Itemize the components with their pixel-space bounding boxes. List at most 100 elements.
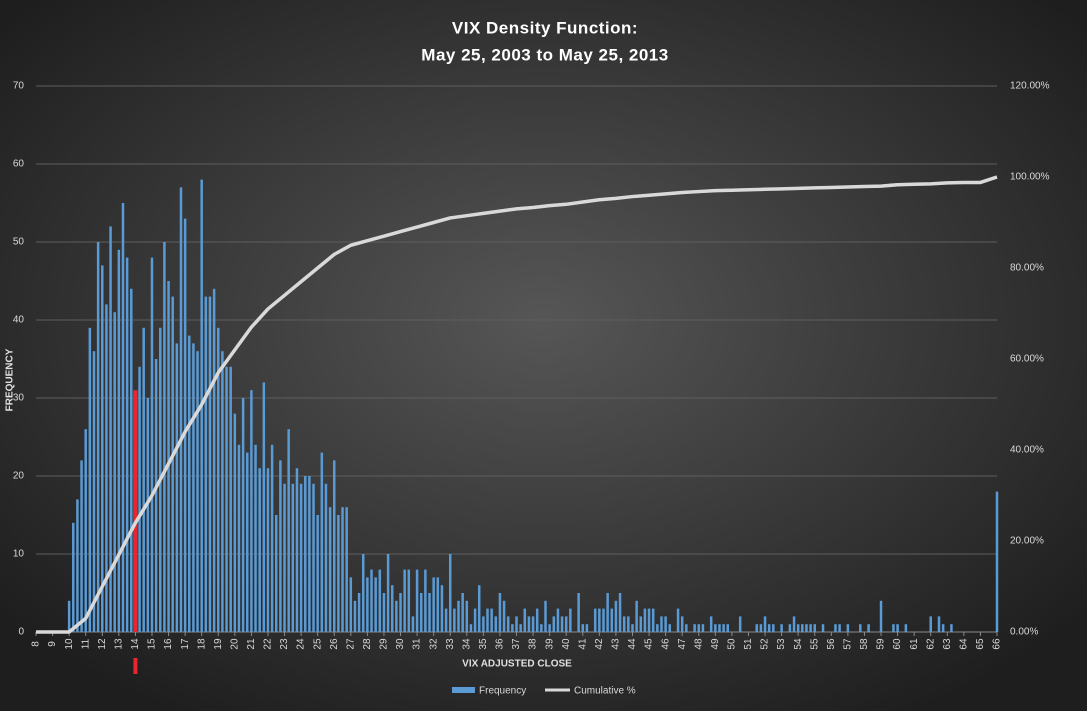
x-tick-label: 39: [544, 638, 555, 650]
x-tick-label: 40: [561, 638, 572, 650]
bar: [598, 608, 601, 632]
bar: [498, 593, 502, 632]
x-tick-label: 15: [147, 638, 158, 650]
x-tick-label: 16: [163, 638, 174, 650]
bar: [680, 616, 684, 632]
bar: [540, 624, 543, 632]
y-tick-label: 20: [13, 471, 25, 482]
x-tick-label: 25: [312, 638, 323, 650]
bar: [834, 624, 837, 632]
bar: [759, 624, 763, 632]
bar: [304, 476, 307, 632]
bar: [142, 327, 145, 632]
x-tick-label: 66: [992, 638, 1003, 650]
bar: [709, 616, 713, 632]
bar: [328, 507, 332, 632]
bar: [486, 608, 489, 632]
x-tick-label: 48: [693, 638, 704, 650]
bar: [892, 624, 895, 632]
x-tick-label: 10: [64, 638, 75, 650]
x-tick-label: 64: [959, 638, 970, 650]
bar: [270, 444, 274, 632]
bar: [113, 312, 116, 632]
bar: [175, 343, 179, 632]
cumulative-line: [36, 175, 998, 634]
bar: [896, 624, 899, 632]
x-tick-label: 24: [296, 638, 307, 650]
bar: [859, 624, 862, 632]
bar: [349, 577, 353, 632]
bar: [544, 600, 547, 632]
chart-subtitle: May 25, 2003 to May 25, 2013: [421, 45, 668, 64]
bar: [121, 203, 125, 632]
x-tick-label: 54: [793, 638, 804, 650]
bar: [105, 304, 108, 632]
bar: [196, 351, 199, 632]
bar: [622, 616, 626, 632]
bar: [324, 483, 328, 632]
y-tick-label: 30: [13, 393, 25, 404]
bar: [171, 296, 174, 632]
bar: [535, 608, 539, 632]
x-tick-label: 62: [925, 638, 936, 650]
bar: [643, 608, 647, 632]
bar: [552, 616, 556, 632]
bar: [125, 257, 129, 632]
bar: [130, 288, 133, 632]
bar: [241, 398, 245, 632]
x-tick-label: 56: [826, 638, 837, 650]
bar: [258, 468, 261, 632]
x-tick-label: 50: [727, 638, 738, 650]
x-tick-label: 17: [180, 638, 191, 650]
bar: [295, 468, 299, 632]
y2-tick-label: 0.00%: [1010, 627, 1038, 638]
bar: [722, 624, 725, 632]
x-tick-label: 63: [942, 638, 953, 650]
y2-tick-label: 40.00%: [1010, 445, 1044, 456]
bar: [502, 600, 506, 632]
bar: [275, 515, 278, 632]
bar: [929, 616, 932, 632]
bar: [697, 624, 701, 632]
bar: [179, 187, 183, 632]
x-tick-label: 61: [909, 638, 920, 650]
bar: [805, 624, 808, 632]
bar: [614, 600, 618, 632]
bar: [631, 624, 634, 632]
bar: [647, 608, 651, 632]
x-tick-label: 20: [229, 638, 240, 650]
bar: [461, 593, 464, 632]
bar: [424, 569, 427, 632]
bar: [564, 616, 568, 632]
x-tick-label: 11: [80, 638, 91, 649]
bar: [763, 616, 767, 632]
bar: [436, 577, 440, 632]
bar: [531, 616, 535, 632]
bar: [163, 242, 166, 632]
bar: [138, 366, 141, 632]
bar: [701, 624, 705, 632]
x-tick-label: 18: [196, 638, 207, 650]
bar: [656, 624, 659, 632]
bar: [602, 608, 605, 632]
bar: [188, 335, 191, 632]
y-tick-label: 70: [13, 81, 25, 92]
y-tick-label: 50: [13, 237, 25, 248]
bar: [237, 444, 241, 632]
bar: [390, 585, 394, 632]
bar: [308, 476, 311, 632]
bar: [453, 608, 456, 632]
bar: [279, 460, 282, 632]
bar: [150, 257, 154, 632]
bar: [154, 359, 158, 632]
bar: [357, 593, 361, 632]
bar: [606, 593, 609, 632]
bar: [457, 600, 460, 632]
x-tick-label: 45: [644, 638, 655, 650]
x-tick-label: 42: [594, 638, 605, 650]
bar: [233, 413, 237, 632]
x-tick-label: 30: [395, 638, 406, 650]
x-tick-label: 53: [776, 638, 787, 650]
bar: [225, 366, 228, 632]
x-tick-label: 38: [528, 638, 539, 650]
